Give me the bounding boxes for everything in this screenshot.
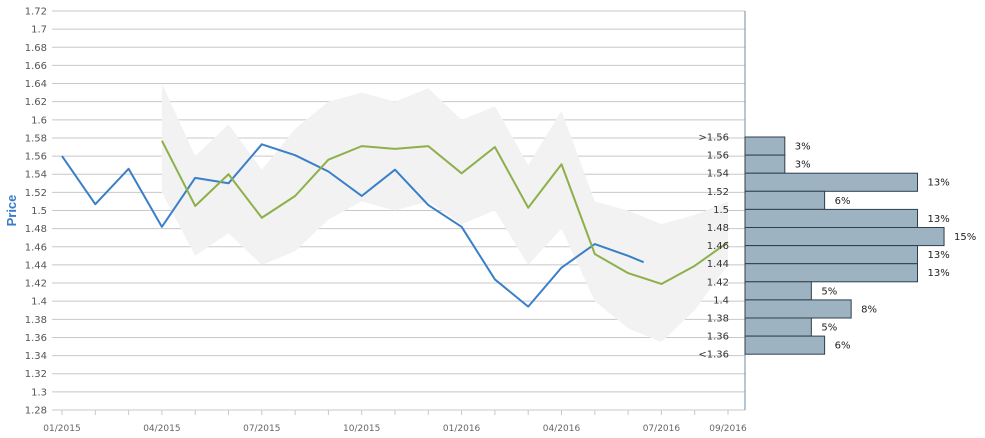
histogram-bar bbox=[744, 317, 812, 337]
axes: 1.28 1.3 1.32 1.34 1.36 1.38 1.4 1.42 1.44 1.46 1.… bbox=[25, 7, 747, 435]
histogram-bar-percent: 6% bbox=[835, 341, 851, 352]
y-tick-label: 1.28 bbox=[25, 406, 47, 417]
histogram-bin-label: >1.56 bbox=[698, 133, 729, 144]
gridlines bbox=[52, 10, 745, 411]
y-tick-label: 1.38 bbox=[25, 315, 47, 326]
histogram-bin-label: 1.5 bbox=[713, 205, 729, 216]
x-tick-label: 07/2016 bbox=[643, 424, 681, 434]
histogram-bar-percent: 5% bbox=[821, 286, 837, 297]
y-tick-label: 1.3 bbox=[31, 387, 47, 398]
histogram-bin-label: <1.36 bbox=[698, 350, 729, 361]
histogram-bar-percent: 13% bbox=[928, 178, 950, 189]
histogram-bin-label: 1.54 bbox=[707, 169, 729, 180]
histogram-bin-label: 1.48 bbox=[707, 223, 729, 234]
histogram-bar bbox=[744, 227, 945, 247]
y-tick-label: 1.34 bbox=[25, 351, 47, 362]
histogram-bar-percent: 6% bbox=[835, 196, 851, 207]
histogram-bin-label: 1.42 bbox=[707, 277, 729, 288]
y-tick-label: 1.52 bbox=[25, 188, 47, 199]
series-line-1 bbox=[61, 143, 645, 308]
histogram-bar-percent: 8% bbox=[861, 304, 877, 315]
histogram-bar bbox=[744, 263, 919, 283]
histogram-bin-label: 1.46 bbox=[707, 241, 729, 252]
histogram-bin-label: 1.56 bbox=[707, 151, 729, 162]
histogram-bar bbox=[744, 208, 919, 228]
histogram-bar bbox=[744, 245, 919, 265]
y-tick-label: 1.6 bbox=[31, 115, 47, 126]
x-tick-label: 04/2016 bbox=[543, 424, 581, 434]
y-tick-label: 1.32 bbox=[25, 369, 47, 380]
y-tick-label: 1.46 bbox=[25, 242, 47, 253]
histogram-bar-percent: 5% bbox=[821, 323, 837, 334]
histogram-bar bbox=[744, 281, 812, 301]
histogram-bar bbox=[744, 154, 786, 174]
x-tick-label: 07/2015 bbox=[243, 424, 280, 434]
x-tick-label: 04/2015 bbox=[143, 424, 180, 434]
y-tick-label: 1.56 bbox=[25, 152, 47, 163]
histogram-bar bbox=[744, 335, 826, 355]
y-tick-label: 1.48 bbox=[25, 224, 47, 235]
histogram-bin-label: 1.52 bbox=[707, 187, 729, 198]
y-tick-label: 1.5 bbox=[31, 206, 47, 217]
x-tick-label: 09/2016 bbox=[709, 424, 747, 434]
y-tick-label: 1.4 bbox=[31, 297, 47, 308]
y-tick-label: 1.58 bbox=[25, 133, 47, 144]
y-tick-label: 1.64 bbox=[25, 79, 47, 90]
y-tick-label: 1.54 bbox=[25, 170, 47, 181]
x-tick-label: 01/2016 bbox=[443, 424, 481, 434]
forecast-range-band bbox=[161, 83, 728, 342]
histogram-bar bbox=[744, 299, 852, 319]
x-tick-label: 01/2015 bbox=[43, 424, 80, 434]
price-distribution-histogram: >1.56 3% 1.56 3% 1.54 13% 1.52 6% 1.5 13% 1.48 15% 1… bbox=[698, 133, 976, 361]
histogram-bar-percent: 13% bbox=[928, 250, 950, 261]
series-line-2 bbox=[161, 140, 729, 285]
histogram-bin-label: 1.38 bbox=[707, 314, 729, 325]
y-tick-label: 1.42 bbox=[25, 279, 47, 290]
y-tick-label: 1.7 bbox=[31, 25, 47, 36]
histogram-bar bbox=[744, 190, 826, 210]
histogram-bar-percent: 13% bbox=[928, 214, 950, 225]
x-tick-label: 10/2015 bbox=[343, 424, 380, 434]
histogram-bin-label: 1.36 bbox=[707, 332, 729, 343]
y-axis-label: Price bbox=[4, 195, 19, 227]
histogram-bin-label: 1.44 bbox=[707, 259, 729, 270]
forecast-band bbox=[161, 83, 728, 342]
histogram-bar bbox=[744, 136, 786, 156]
histogram-bin-label: 1.4 bbox=[713, 295, 729, 306]
series-lines bbox=[61, 140, 729, 308]
histogram-bar-percent: 15% bbox=[954, 232, 976, 243]
histogram-bar-percent: 3% bbox=[795, 160, 811, 171]
y-tick-label: 1.68 bbox=[25, 43, 47, 54]
y-tick-label: 1.62 bbox=[25, 97, 47, 108]
histogram-bar-percent: 13% bbox=[928, 268, 950, 279]
histogram-bar-percent: 3% bbox=[795, 142, 811, 153]
y-tick-label: 1.36 bbox=[25, 333, 47, 344]
y-tick-label: 1.44 bbox=[25, 260, 47, 271]
y-tick-label: 1.72 bbox=[25, 7, 47, 18]
histogram-bar bbox=[744, 172, 919, 192]
y-tick-label: 1.66 bbox=[25, 61, 47, 72]
